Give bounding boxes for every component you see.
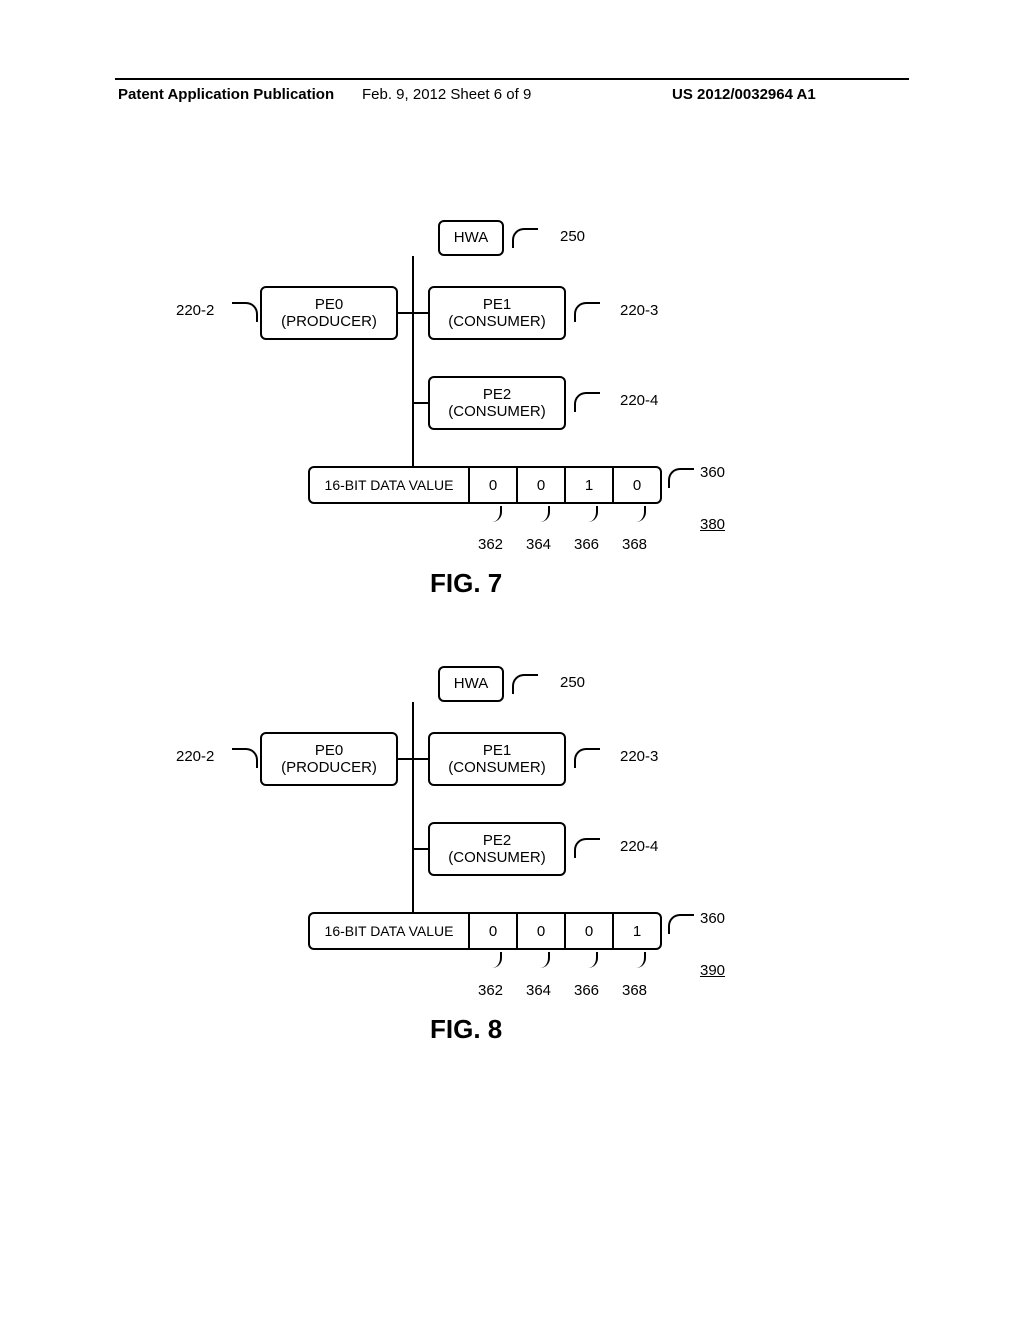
pe2-line1: PE2 xyxy=(483,832,511,849)
pe0-line1: PE0 xyxy=(315,296,343,313)
ref-362-f8: 362 xyxy=(478,982,503,999)
register-row: 16-BIT DATA VALUE 0 0 0 1 xyxy=(308,912,660,950)
ref-220-4-f8: 220-4 xyxy=(620,838,658,855)
bit-leader-2 xyxy=(584,506,598,522)
reg-cell-3: 0 xyxy=(612,466,662,504)
ref-366: 366 xyxy=(574,536,599,553)
ref-368: 368 xyxy=(622,536,647,553)
bit-leader-1 xyxy=(536,952,550,968)
bit-leader-1 xyxy=(536,506,550,522)
pe0-line1: PE0 xyxy=(315,742,343,759)
trunk-vline xyxy=(412,702,414,912)
pe0-conn xyxy=(398,312,412,314)
register-row: 16-BIT DATA VALUE 0 0 1 0 xyxy=(308,466,660,504)
pe2-line2: (CONSUMER) xyxy=(448,403,546,420)
reg-cell-2: 0 xyxy=(564,912,614,950)
header-left: Patent Application Publication xyxy=(118,86,334,103)
ref-366-f8: 366 xyxy=(574,982,599,999)
ref-250-f8: 250 xyxy=(560,674,585,691)
reg-cell-1: 0 xyxy=(516,466,566,504)
reg-cell-2: 1 xyxy=(564,466,614,504)
bit-leader-0 xyxy=(488,506,502,522)
ref-220-3-f8: 220-3 xyxy=(620,748,658,765)
bit-leader-0 xyxy=(488,952,502,968)
ref-364-f8: 364 xyxy=(526,982,551,999)
leader-pe2 xyxy=(574,392,600,412)
header-right: US 2012/0032964 A1 xyxy=(672,86,816,103)
ref-380: 380 xyxy=(700,516,725,533)
ref-362: 362 xyxy=(478,536,503,553)
ref-390: 390 xyxy=(700,962,725,979)
reg-cell-1: 0 xyxy=(516,912,566,950)
ref-360: 360 xyxy=(700,464,725,481)
pe0-conn xyxy=(398,758,412,760)
ref-220-2: 220-2 xyxy=(176,302,214,319)
pe0-line2: (PRODUCER) xyxy=(281,313,377,330)
pe2-line1: PE2 xyxy=(483,386,511,403)
pe0-box: PE0 (PRODUCER) xyxy=(260,732,398,786)
reg-cell-0: 0 xyxy=(468,466,518,504)
hwa-box: HWA xyxy=(438,220,504,256)
reg-cell-3: 1 xyxy=(612,912,662,950)
leader-360 xyxy=(668,468,694,488)
pe1-line1: PE1 xyxy=(483,742,511,759)
leader-hwa xyxy=(512,228,538,248)
hwa-label: HWA xyxy=(454,675,488,692)
leader-pe1 xyxy=(574,302,600,322)
ref-220-4: 220-4 xyxy=(620,392,658,409)
trunk-vline xyxy=(412,256,414,466)
ref-220-2-f8: 220-2 xyxy=(176,748,214,765)
reg-label-cell: 16-BIT DATA VALUE xyxy=(308,912,470,950)
bit-leader-3 xyxy=(632,952,646,968)
pe1-line2: (CONSUMER) xyxy=(448,313,546,330)
leader-pe0 xyxy=(232,302,258,322)
pe1-box: PE1 (CONSUMER) xyxy=(428,286,566,340)
hwa-box: HWA xyxy=(438,666,504,702)
pe0-line2: (PRODUCER) xyxy=(281,759,377,776)
hwa-label: HWA xyxy=(454,229,488,246)
ref-360-f8: 360 xyxy=(700,910,725,927)
pe2-conn xyxy=(414,848,428,850)
figure-7: HWA 250 PE0 (PRODUCER) 220-2 PE1 (CONSUM… xyxy=(0,220,1024,620)
pe1-box: PE1 (CONSUMER) xyxy=(428,732,566,786)
pe0-box: PE0 (PRODUCER) xyxy=(260,286,398,340)
pe2-line2: (CONSUMER) xyxy=(448,849,546,866)
leader-360-f8 xyxy=(668,914,694,934)
leader-pe1 xyxy=(574,748,600,768)
pe2-box: PE2 (CONSUMER) xyxy=(428,822,566,876)
header-mid: Feb. 9, 2012 Sheet 6 of 9 xyxy=(362,86,531,103)
ref-364: 364 xyxy=(526,536,551,553)
ref-368-f8: 368 xyxy=(622,982,647,999)
figure-7-label: FIG. 7 xyxy=(430,568,502,599)
pe1-conn xyxy=(414,312,428,314)
leader-hwa xyxy=(512,674,538,694)
ref-220-3: 220-3 xyxy=(620,302,658,319)
leader-pe0 xyxy=(232,748,258,768)
figure-8-label: FIG. 8 xyxy=(430,1014,502,1045)
bit-leader-2 xyxy=(584,952,598,968)
pe1-line1: PE1 xyxy=(483,296,511,313)
header-divider xyxy=(115,78,909,80)
pe2-conn xyxy=(414,402,428,404)
reg-cell-0: 0 xyxy=(468,912,518,950)
pe2-box: PE2 (CONSUMER) xyxy=(428,376,566,430)
leader-pe2 xyxy=(574,838,600,858)
pe1-line2: (CONSUMER) xyxy=(448,759,546,776)
bit-leader-3 xyxy=(632,506,646,522)
reg-label-cell: 16-BIT DATA VALUE xyxy=(308,466,470,504)
ref-250: 250 xyxy=(560,228,585,245)
figure-8: HWA 250 PE0 (PRODUCER) 220-2 PE1 (CONSUM… xyxy=(0,666,1024,1066)
pe1-conn xyxy=(414,758,428,760)
